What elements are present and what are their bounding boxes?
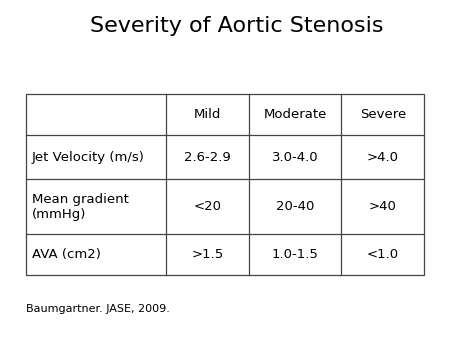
- Text: Jet Velocity (m/s): Jet Velocity (m/s): [32, 151, 145, 164]
- Text: Mean gradient
(mmHg): Mean gradient (mmHg): [32, 193, 128, 221]
- Text: >4.0: >4.0: [367, 151, 399, 164]
- Text: Severity of Aortic Stenosis: Severity of Aortic Stenosis: [90, 16, 384, 36]
- Text: >40: >40: [369, 200, 397, 213]
- Text: <20: <20: [193, 200, 221, 213]
- Text: Severe: Severe: [360, 108, 406, 121]
- Text: 20-40: 20-40: [276, 200, 314, 213]
- Text: 2.6-2.9: 2.6-2.9: [184, 151, 231, 164]
- Text: >1.5: >1.5: [191, 248, 224, 261]
- Text: 1.0-1.5: 1.0-1.5: [272, 248, 319, 261]
- Text: 3.0-4.0: 3.0-4.0: [272, 151, 319, 164]
- Text: Moderate: Moderate: [264, 108, 327, 121]
- Text: Baumgartner. JASE, 2009.: Baumgartner. JASE, 2009.: [26, 304, 170, 313]
- Text: AVA (cm2): AVA (cm2): [32, 248, 100, 261]
- Text: Mild: Mild: [194, 108, 221, 121]
- Text: <1.0: <1.0: [367, 248, 399, 261]
